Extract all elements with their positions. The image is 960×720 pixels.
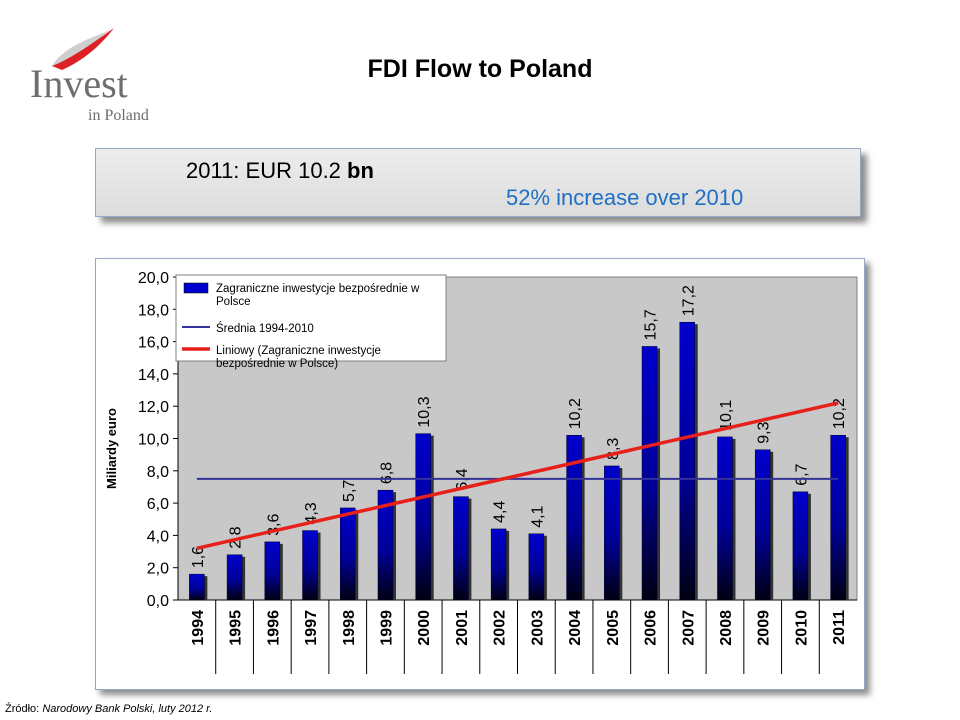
source-note: Źródło: Narodowy Bank Polski, luty 2012 … [5,703,213,715]
legend-label: bezpośrednie w Polsce) [216,358,338,370]
x-tick-label: 2003 [529,610,546,646]
bar-value-label: 9,3 [756,421,773,443]
bar [415,433,431,601]
logo-text-sub: in Poland [88,107,149,124]
legend-box [175,274,447,362]
bar-value-label: 1,6 [190,546,207,568]
bar-value-label: 4,3 [303,502,320,524]
bar [264,541,281,601]
x-tick-label: 2005 [605,610,622,646]
bar [717,436,733,601]
x-tick-label: 2002 [492,610,509,646]
bar [340,507,356,601]
callout-unit: bn [347,158,374,183]
x-tick-label: 1998 [341,610,358,646]
bar [528,533,545,601]
bar [226,554,243,601]
logo-text-main: Invest [30,61,128,106]
x-tick-label: 1999 [378,610,395,646]
bar-value-label: 17,2 [680,285,697,316]
legend-label: Średnia 1994-2010 [216,322,314,335]
bar-value-label: 10,1 [718,400,735,431]
y-tick-label: 6,0 [147,496,169,513]
y-axis-label: Miliardy euro [104,408,119,489]
bar-value-label: 4,1 [529,505,546,527]
y-tick-label: 14,0 [138,367,169,384]
legend-label: Zagraniczne inwestycje bezpośrednie w [216,283,420,295]
bar [566,435,582,601]
source-text: Narodowy Bank Polski, luty 2012 r. [42,703,213,715]
y-tick-label: 16,0 [138,335,169,352]
y-tick-label: 4,0 [147,528,169,545]
bar [830,435,846,601]
bar [679,321,695,601]
x-tick-label: 1996 [265,610,282,646]
callout-increase: 52% increase over 2010 [506,185,744,210]
bar [604,465,620,601]
bar-value-label: 6,7 [793,463,810,485]
bar-value-label: 15,7 [643,309,660,340]
y-tick-label: 20,0 [138,270,169,287]
x-tick-label: 2001 [454,610,471,646]
bar-value-label: 2,8 [228,526,245,548]
source-prefix: Źródło: [5,703,40,715]
y-tick-label: 2,0 [147,561,169,578]
callout-year-value: 2011: EUR 10.2 [186,158,341,183]
y-tick-label: 12,0 [138,399,169,416]
x-tick-label: 2011 [831,610,848,645]
chart-frame: 0,0 2,0 4,0 6,0 8,0 10,0 12,0 14,0 16,0 18,0 20,0 M… [95,258,865,690]
x-tick-label: 2007 [680,610,697,646]
bar [490,528,507,601]
legend-label: Liniowy (Zagraniczne inwestycje [216,345,381,357]
bar-value-label: 10,2 [831,398,848,429]
bar-value-label: 10,2 [567,398,584,429]
invest-in-poland-logo: Invest in Poland [22,24,162,124]
summary-callout: 2011: EUR 10.2 bn 52% increase over 2010 [95,148,861,217]
y-tick-label: 18,0 [138,302,169,319]
y-tick-label: 10,0 [138,432,169,449]
legend-swatch-bar [183,282,209,294]
bar-value-label: 4,4 [492,501,509,523]
bar-value-label: 5,7 [341,480,358,502]
bar [641,346,658,601]
bar [189,573,205,601]
x-tick-label: 1997 [303,610,320,646]
bar [377,489,394,601]
x-tick-label: 2004 [567,610,584,646]
x-tick-label: 2009 [756,610,773,646]
trend-line [196,401,839,551]
flag-swoosh-icon [52,28,114,70]
fdi-bar-chart: 0,0 2,0 4,0 6,0 8,0 10,0 12,0 14,0 16,0 18,0 20,0 M… [104,270,858,674]
bar [754,449,771,601]
page-title: FDI Flow to Poland [367,55,593,83]
bar [302,530,318,601]
callout-headline: 2011: EUR 10.2 bn [186,158,374,184]
bar [453,496,469,601]
bar-value-label: 6,8 [378,462,395,484]
x-tick-label: 2010 [793,610,810,646]
y-tick-label: 8,0 [147,464,169,481]
chart-legend: Zagraniczne inwestycje bezpośrednie wPol… [175,274,447,370]
legend-label: Polsce [216,296,251,308]
x-tick-label: 2006 [643,610,660,646]
x-tick-label: 1994 [190,610,207,646]
x-tick-label: 1995 [228,610,245,646]
bar [792,491,809,601]
bar-value-label: 10,3 [416,396,433,427]
x-tick-label: 2000 [416,610,433,646]
x-tick-label: 2008 [718,610,735,646]
y-tick-label: 0,0 [147,593,169,610]
